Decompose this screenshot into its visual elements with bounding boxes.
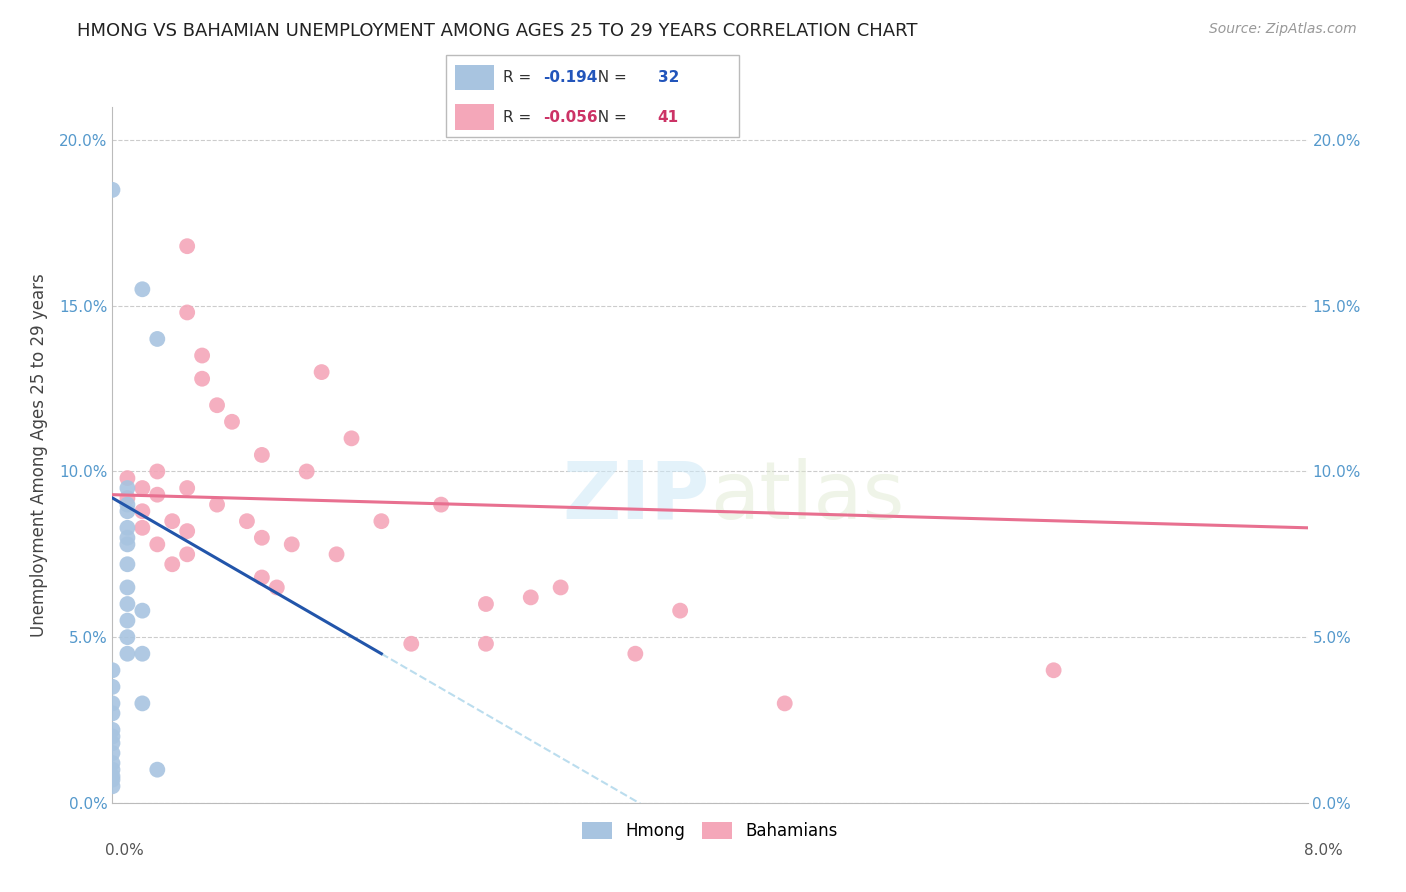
Point [146,763,169,777]
Text: Source: ZipAtlas.com: Source: ZipAtlas.com [1209,22,1357,37]
Text: N =: N = [588,70,631,85]
Point [117,471,139,485]
Point [131,481,153,495]
FancyBboxPatch shape [446,55,740,136]
Point [191,372,214,386]
Point [221,415,243,429]
Point [281,537,304,551]
Point [101,730,124,744]
Text: R =: R = [503,110,537,125]
Text: ZIP: ZIP [562,458,710,536]
Point [117,647,139,661]
Point [266,581,288,595]
Point [146,465,169,479]
Point [131,647,153,661]
Point [146,488,169,502]
Point [146,537,169,551]
Point [117,614,139,628]
Point [101,723,124,737]
Point [624,647,647,661]
Point [205,498,228,512]
Point [117,521,139,535]
Point [191,349,214,363]
Point [176,524,198,538]
Text: R =: R = [503,70,537,85]
Point [101,663,124,677]
Point [131,282,153,296]
Text: 41: 41 [658,110,679,125]
Point [131,504,153,518]
Point [325,547,347,561]
Point [176,239,198,253]
Point [101,756,124,770]
Point [101,763,124,777]
Point [117,630,139,644]
Point [101,779,124,793]
Point [475,597,498,611]
Text: HMONG VS BAHAMIAN UNEMPLOYMENT AMONG AGES 25 TO 29 YEARS CORRELATION CHART: HMONG VS BAHAMIAN UNEMPLOYMENT AMONG AGE… [77,22,918,40]
Point [117,504,139,518]
Point [370,514,392,528]
Text: 8.0%: 8.0% [1303,843,1343,858]
Point [101,746,124,760]
Bar [456,64,495,90]
Point [117,597,139,611]
Point [117,558,139,572]
Point [101,697,124,711]
Point [101,680,124,694]
Point [669,604,692,618]
Bar [456,104,495,130]
Point [117,531,139,545]
Point [162,514,183,528]
Point [311,365,333,379]
Point [1042,663,1064,677]
Point [131,697,153,711]
Point [131,521,153,535]
Point [250,531,273,545]
Legend: Hmong, Bahamians: Hmong, Bahamians [575,815,845,847]
Point [101,706,124,721]
Point [520,591,543,605]
Y-axis label: Unemployment Among Ages 25 to 29 years: Unemployment Among Ages 25 to 29 years [30,273,48,637]
Point [101,183,124,197]
Point [250,448,273,462]
Point [117,491,139,505]
Text: -0.056: -0.056 [543,110,598,125]
Point [176,305,198,319]
Point [117,581,139,595]
Text: atlas: atlas [710,458,904,536]
Point [295,465,318,479]
Point [162,558,183,572]
Text: 32: 32 [658,70,679,85]
Text: -0.194: -0.194 [543,70,598,85]
Point [430,498,453,512]
Point [550,581,572,595]
Point [176,547,198,561]
Point [250,570,273,584]
Point [101,769,124,783]
Point [117,498,139,512]
Point [101,736,124,750]
Point [475,637,498,651]
Point [176,481,198,495]
Text: 0.0%: 0.0% [105,843,145,858]
Point [773,697,796,711]
Text: N =: N = [588,110,631,125]
Point [131,604,153,618]
Point [117,481,139,495]
Point [236,514,259,528]
Point [146,332,169,346]
Point [101,772,124,787]
Point [401,637,423,651]
Point [205,398,228,412]
Point [117,537,139,551]
Point [340,431,363,445]
